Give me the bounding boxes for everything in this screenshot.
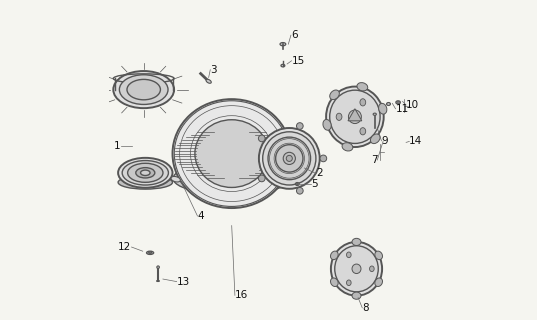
Text: 16: 16 (235, 290, 248, 300)
Ellipse shape (375, 278, 382, 286)
Ellipse shape (296, 123, 303, 129)
Ellipse shape (149, 252, 151, 253)
Ellipse shape (113, 71, 174, 108)
Ellipse shape (352, 238, 361, 245)
Ellipse shape (147, 251, 154, 254)
Ellipse shape (128, 178, 163, 186)
Ellipse shape (320, 155, 326, 162)
Ellipse shape (173, 162, 291, 195)
Text: 11: 11 (396, 104, 409, 114)
Ellipse shape (369, 266, 374, 272)
Ellipse shape (136, 168, 155, 178)
Ellipse shape (286, 156, 292, 162)
Ellipse shape (330, 278, 338, 286)
Ellipse shape (373, 113, 376, 116)
Ellipse shape (195, 120, 268, 188)
Ellipse shape (379, 103, 387, 114)
Ellipse shape (268, 137, 310, 180)
Text: 15: 15 (292, 56, 305, 66)
Ellipse shape (296, 183, 298, 185)
Text: 12: 12 (118, 242, 132, 252)
Ellipse shape (172, 99, 291, 208)
Polygon shape (348, 109, 362, 121)
Ellipse shape (263, 132, 316, 185)
Ellipse shape (122, 161, 169, 185)
Ellipse shape (323, 119, 331, 130)
Ellipse shape (127, 79, 161, 100)
Ellipse shape (119, 75, 168, 104)
Text: 2: 2 (316, 168, 323, 179)
Ellipse shape (283, 152, 295, 164)
Ellipse shape (295, 182, 299, 186)
Ellipse shape (360, 99, 366, 106)
Ellipse shape (296, 188, 303, 194)
Ellipse shape (371, 134, 380, 144)
Ellipse shape (360, 128, 366, 135)
Ellipse shape (141, 170, 150, 175)
Ellipse shape (128, 163, 163, 182)
Ellipse shape (352, 292, 361, 299)
Text: 4: 4 (198, 211, 204, 221)
Ellipse shape (157, 266, 159, 268)
Text: 9: 9 (381, 136, 388, 146)
Ellipse shape (346, 280, 351, 285)
Text: 3: 3 (211, 65, 217, 75)
Ellipse shape (352, 264, 361, 274)
Ellipse shape (118, 158, 172, 188)
Ellipse shape (330, 90, 380, 143)
Ellipse shape (118, 175, 172, 189)
Text: 8: 8 (362, 303, 369, 313)
Ellipse shape (342, 143, 353, 151)
Text: 14: 14 (409, 136, 423, 147)
Text: 1: 1 (114, 140, 121, 151)
Ellipse shape (397, 102, 399, 103)
Ellipse shape (275, 145, 303, 172)
Text: 10: 10 (406, 100, 419, 110)
Ellipse shape (349, 110, 361, 124)
Text: 5: 5 (311, 179, 318, 189)
Ellipse shape (387, 102, 390, 106)
Ellipse shape (375, 251, 382, 260)
Ellipse shape (259, 128, 320, 189)
Ellipse shape (335, 246, 378, 292)
Ellipse shape (195, 168, 268, 188)
Ellipse shape (280, 43, 286, 46)
Ellipse shape (206, 79, 211, 83)
Text: 13: 13 (177, 276, 190, 287)
Ellipse shape (330, 251, 338, 260)
Text: 7: 7 (371, 155, 378, 165)
Ellipse shape (171, 176, 180, 182)
Ellipse shape (258, 135, 265, 142)
Ellipse shape (326, 87, 384, 147)
Ellipse shape (258, 175, 265, 182)
Ellipse shape (336, 113, 342, 120)
Ellipse shape (330, 90, 339, 100)
Ellipse shape (346, 252, 351, 258)
Ellipse shape (331, 242, 382, 296)
Text: 6: 6 (291, 30, 297, 40)
Ellipse shape (357, 83, 368, 91)
Ellipse shape (281, 64, 285, 67)
Ellipse shape (396, 101, 401, 104)
